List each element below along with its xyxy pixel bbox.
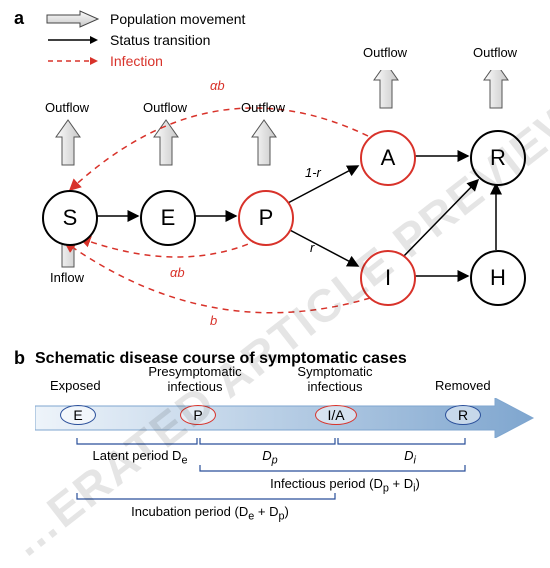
node-S: S	[42, 190, 98, 246]
stage-symp: Symptomatic infectious	[285, 364, 385, 394]
legend-infection-text: Infection	[110, 53, 163, 69]
legend: Population movement Status transition In…	[45, 10, 245, 73]
outflow-E: Outflow	[143, 100, 187, 115]
node-P: P	[238, 190, 294, 246]
oval-P: P	[180, 405, 216, 425]
edge-ab-top: αb	[210, 78, 225, 93]
outflow-P: Outflow	[241, 100, 285, 115]
inflow-S: Inflow	[50, 270, 84, 285]
outflow-S: Outflow	[45, 100, 89, 115]
panel-a-label: a	[14, 8, 24, 29]
outflow-R: Outflow	[473, 45, 517, 60]
stage-removed: Removed	[435, 378, 491, 393]
Dp-label: Dp	[245, 448, 295, 467]
legend-status-text: Status transition	[110, 32, 210, 48]
stage-exposed: Exposed	[50, 378, 101, 393]
outflow-A: Outflow	[363, 45, 407, 60]
diagram-a: Outflow Outflow Outflow Outflow Outflow …	[10, 70, 540, 330]
node-E: E	[140, 190, 196, 246]
latent-label: Latent period De	[75, 448, 205, 467]
infectious-label: Infectious period (Dp + Di)	[235, 476, 455, 495]
legend-infection-icon	[45, 52, 100, 70]
node-I: I	[360, 250, 416, 306]
oval-E: E	[60, 405, 96, 425]
legend-status-icon	[45, 31, 100, 49]
node-H: H	[470, 250, 526, 306]
oval-R: R	[445, 405, 481, 425]
legend-popmove-icon	[45, 10, 100, 28]
stage-presymp: Presymptomatic infectious	[140, 364, 250, 394]
node-R: R	[470, 130, 526, 186]
node-A: A	[360, 130, 416, 186]
edge-1-minus-r: 1-r	[305, 165, 321, 180]
edge-r: r	[310, 240, 314, 255]
legend-popmove-text: Population movement	[110, 11, 245, 27]
edge-b: b	[210, 313, 217, 328]
Di-label: Di	[385, 448, 435, 467]
panel-b: Schematic disease course of symptomatic …	[10, 350, 540, 528]
edge-ab-bottom: αb	[170, 265, 185, 280]
oval-IA: I/A	[315, 405, 357, 425]
incubation-label: Incubation period (De + Dp)	[85, 504, 335, 523]
